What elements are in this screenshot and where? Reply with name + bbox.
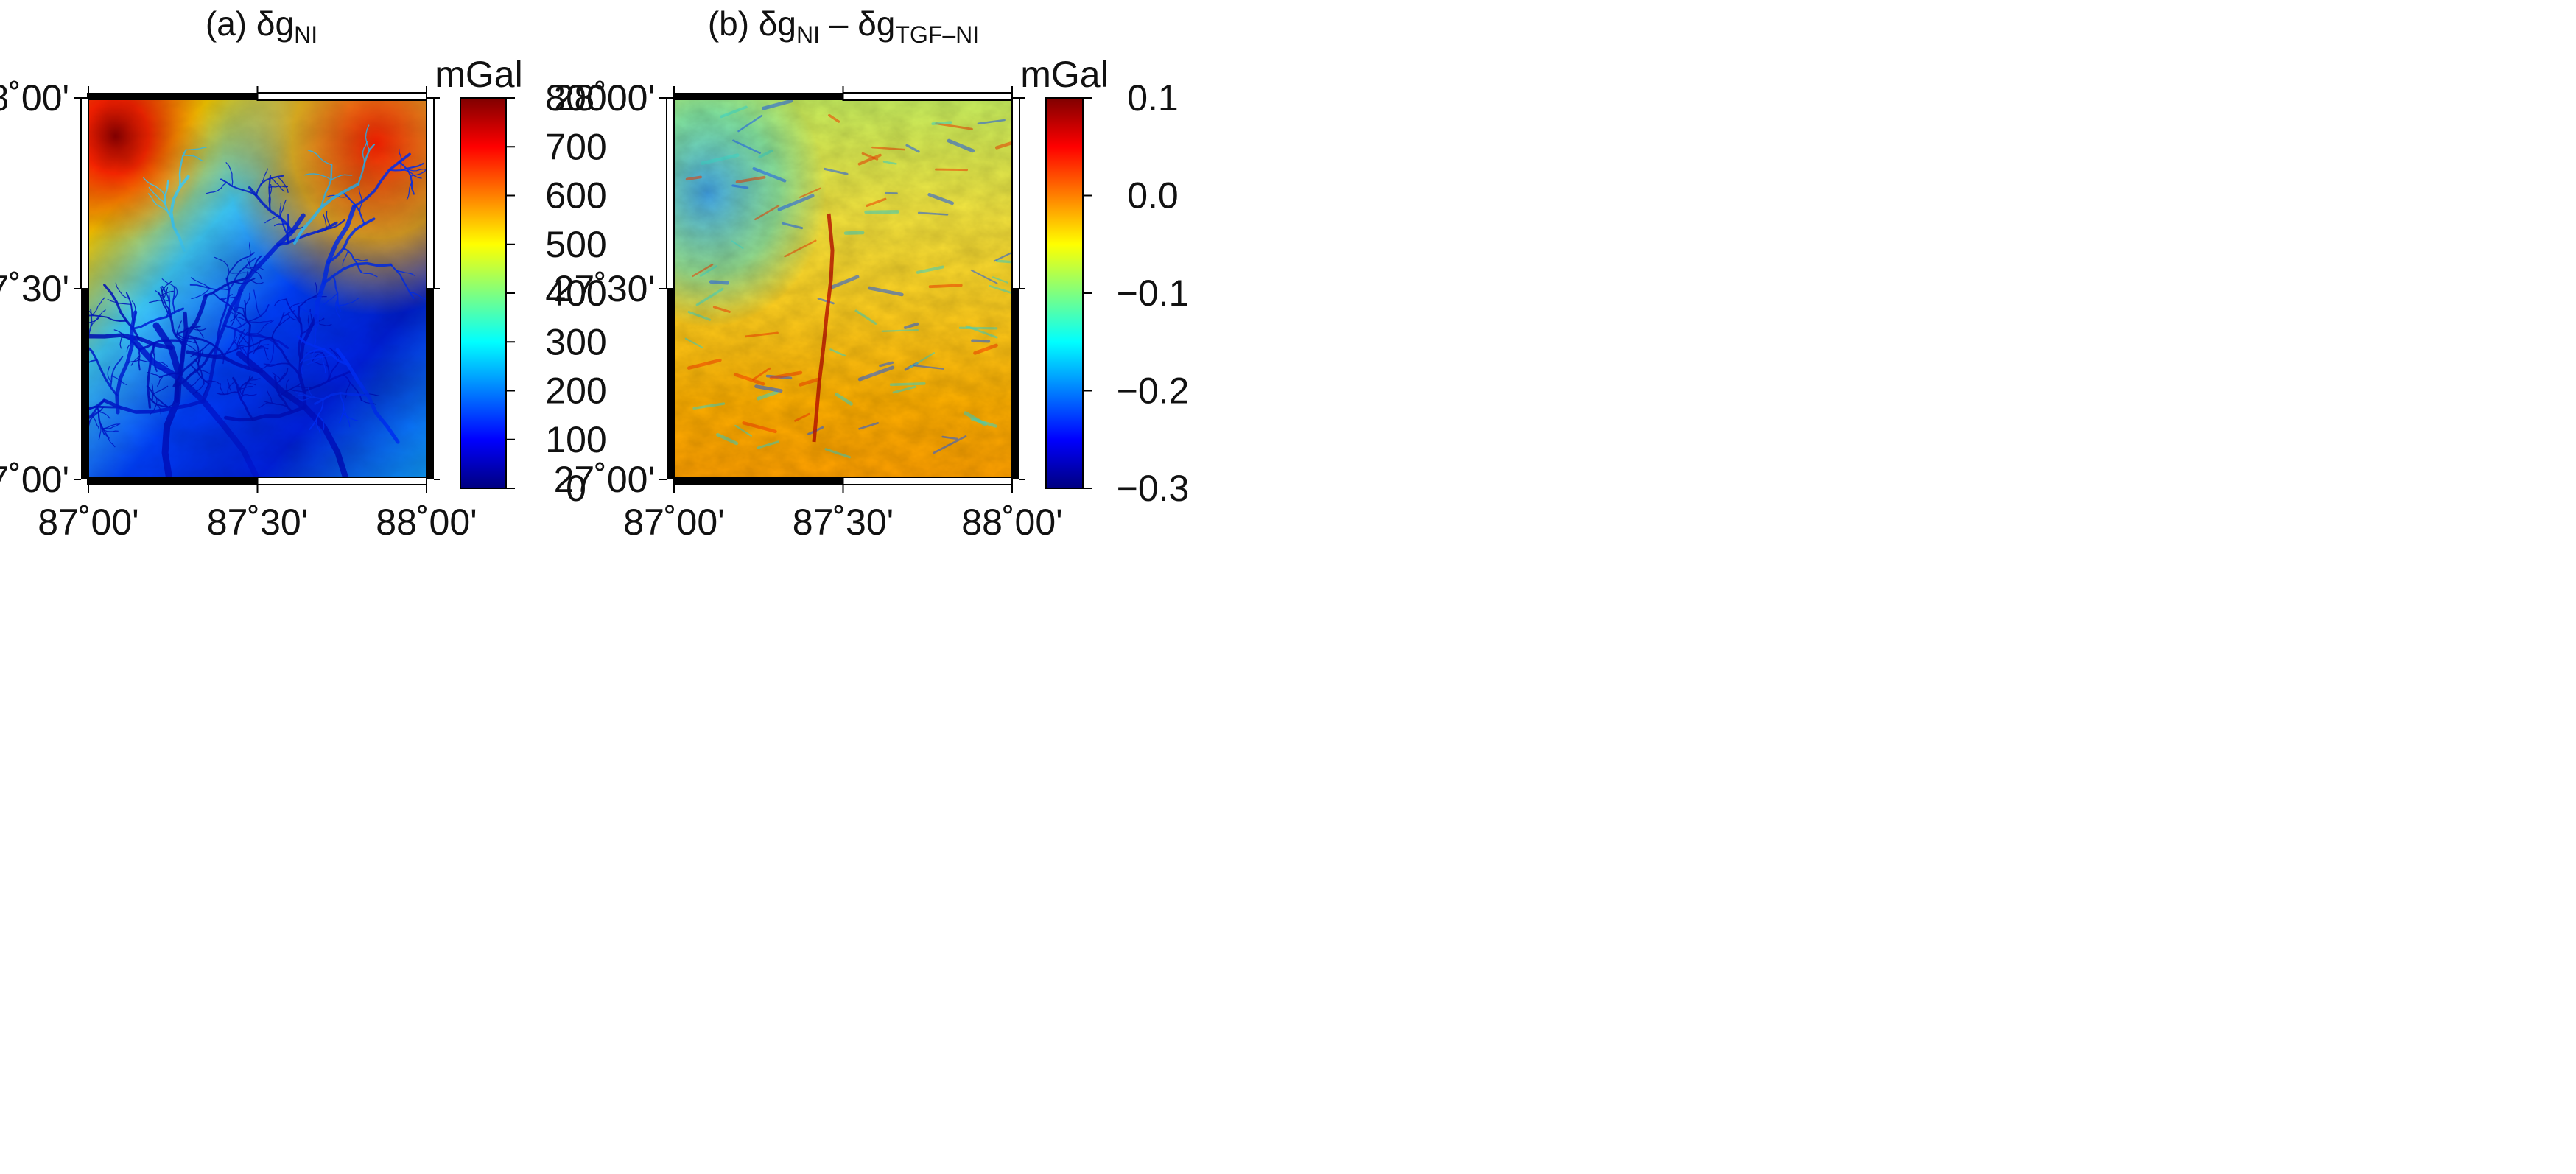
colorbar-tick-label: 0.0 — [1127, 175, 1179, 217]
colorbar-tick-label: 0.1 — [1127, 77, 1179, 119]
colorbar-tick-label: 500 — [545, 224, 606, 265]
y-tick-label: 27˚30' — [0, 268, 69, 309]
border-bar — [426, 97, 435, 289]
border-bar — [666, 97, 675, 289]
x-tick-label: 87˚00' — [623, 502, 724, 543]
border-bar — [1012, 289, 1019, 479]
x-tick-label: 87˚30' — [207, 502, 308, 543]
panel-a-title: (a) δgNI — [206, 4, 317, 48]
colorbar-b — [1045, 97, 1084, 489]
border-bar — [673, 477, 843, 485]
panel-b-title: (b) δgNI – δgTGF–NI — [708, 4, 979, 48]
border-bar — [256, 477, 427, 485]
border-bar — [87, 477, 258, 485]
colorbar-tick-label: 300 — [545, 321, 606, 362]
border-bar — [80, 97, 89, 289]
colorbar-tick-label: −0.1 — [1117, 273, 1190, 314]
colorbar-tick-label: 200 — [545, 370, 606, 412]
x-tick-label: 87˚30' — [793, 502, 894, 543]
x-tick-label: 88˚00' — [961, 502, 1062, 543]
colorbar-tick-label: 400 — [545, 273, 606, 314]
border-bar — [1011, 97, 1020, 289]
colorbar-b-label: mGal — [1020, 54, 1108, 95]
y-tick-label: 27˚00' — [0, 459, 69, 500]
border-bar — [81, 289, 88, 479]
panel-b: (b) δgNI – δgTGF–NI 87˚00' 87˚30' 88˚00' 27… — [554, 4, 1190, 543]
border-bar — [87, 93, 258, 100]
panel-a-map — [88, 98, 427, 479]
x-tick-label: 87˚00' — [38, 502, 138, 543]
colorbar-a-label: mGal — [435, 54, 522, 95]
y-tick-label: 27˚00' — [554, 459, 655, 500]
colorbar-a-ticks: 0 100 200 300 400 500 600 700 800 — [506, 77, 607, 509]
colorbar-b-ticks: −0.3 −0.2 −0.1 0.0 0.1 — [1083, 77, 1189, 509]
border-bar — [842, 477, 1013, 485]
border-bar — [673, 93, 843, 100]
colorbar-a — [460, 97, 507, 489]
colorbar-tick-label: −0.3 — [1117, 468, 1190, 509]
y-tick-label: 28˚00' — [0, 77, 69, 119]
colorbar-tick-label: 700 — [545, 126, 606, 167]
border-bar — [667, 289, 674, 479]
panel-b-axis-ticks: 87˚00' 87˚30' 88˚00' 27˚00' 27˚30' 28˚00' — [554, 77, 1063, 543]
y-tick-label: 27˚30' — [554, 268, 655, 309]
x-tick-label: 88˚00' — [376, 502, 477, 543]
colorbar-tick-label: −0.2 — [1117, 370, 1190, 412]
colorbar-tick-label: 600 — [545, 175, 606, 217]
y-tick-label: 28˚00' — [554, 77, 655, 119]
border-bar — [427, 289, 434, 479]
border-bar — [842, 92, 1013, 101]
panel-b-border-bars — [666, 92, 1020, 485]
colorbar-tick-label: 800 — [545, 77, 606, 119]
colorbar-tick-label: 0 — [566, 468, 586, 509]
panel-b-map — [674, 98, 1012, 479]
panel-a-border-bars — [80, 92, 435, 485]
border-bar — [256, 92, 427, 101]
panel-a: (a) δgNI 87˚00' 87˚30' 88˚00' 27˚00' 27˚30' 2… — [0, 4, 607, 543]
colorbar-tick-label: 100 — [545, 419, 606, 460]
panel-a-axis-ticks: 87˚00' 87˚30' 88˚00' 27˚00' 27˚30' 28˚00' — [0, 77, 477, 543]
